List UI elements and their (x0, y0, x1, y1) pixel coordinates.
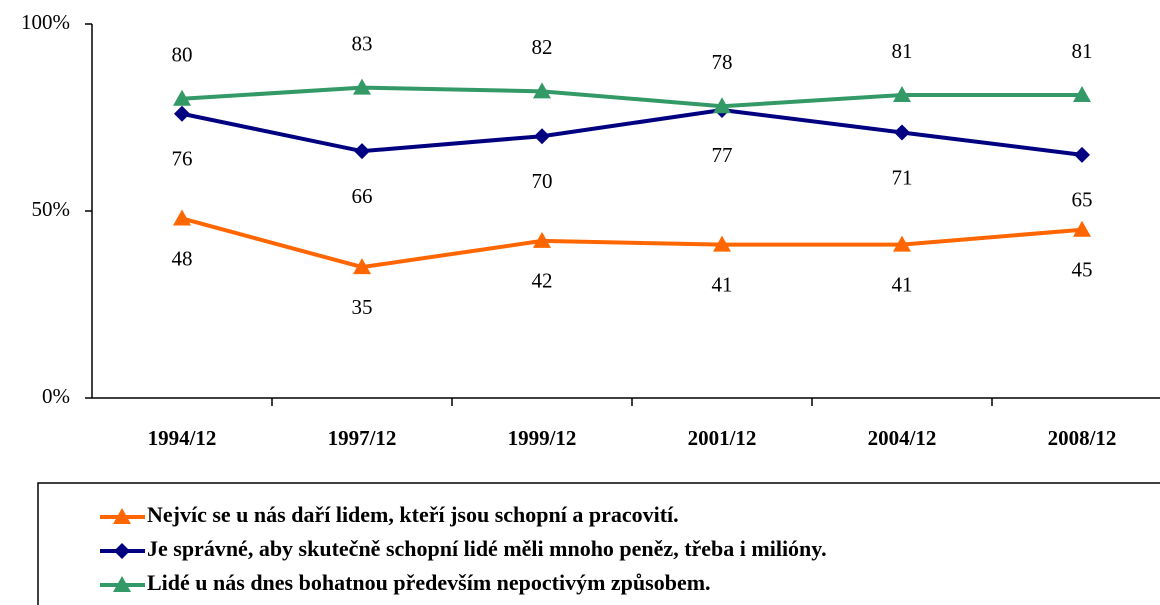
legend-marker (113, 508, 131, 524)
point-marker (173, 209, 191, 226)
point-marker (533, 231, 551, 248)
data-label: 41 (892, 272, 913, 296)
point-marker (1074, 146, 1090, 163)
x-tick-label: 2008/12 (1048, 426, 1117, 450)
data-label: 70 (532, 169, 553, 193)
series-line (181, 108, 1083, 157)
point-marker (353, 258, 371, 275)
point-marker (893, 86, 911, 103)
data-label: 71 (892, 165, 913, 189)
y-tick-label: 100% (21, 10, 70, 34)
x-tick-label: 1999/12 (508, 426, 577, 450)
legend-label: Je správné, aby skutečně schopní lidé mě… (147, 536, 827, 561)
data-label: 42 (532, 269, 553, 293)
point-marker (1073, 86, 1091, 103)
x-tick-label: 1994/12 (148, 426, 217, 450)
series-line (181, 216, 1083, 270)
point-marker (534, 128, 550, 145)
point-marker (894, 124, 910, 141)
x-tick-label: 2004/12 (868, 426, 937, 450)
data-label: 83 (352, 31, 373, 55)
y-tick-label: 50% (32, 197, 71, 221)
y-tick-label: 0% (42, 384, 70, 408)
data-label: 41 (712, 272, 733, 296)
point-marker (713, 235, 731, 252)
x-tick-label: 2001/12 (688, 426, 757, 450)
point-marker (533, 82, 551, 99)
legend-marker (114, 543, 130, 559)
x-tick-label: 1997/12 (328, 426, 397, 450)
data-label: 35 (352, 295, 373, 319)
point-marker (353, 78, 371, 95)
data-label: 78 (712, 50, 733, 74)
point-marker (173, 89, 191, 106)
legend-label: Lidé u nás dnes bohatnou především nepoc… (147, 570, 711, 595)
point-marker (1073, 220, 1091, 237)
data-label: 65 (1072, 188, 1093, 212)
data-label: 77 (712, 143, 733, 167)
point-marker (354, 143, 370, 160)
series-line (181, 85, 1082, 109)
data-label: 66 (352, 184, 373, 208)
legend-marker (113, 576, 131, 592)
data-label: 81 (892, 39, 913, 63)
point-marker (174, 105, 190, 122)
data-label: 82 (532, 35, 553, 59)
legend-box (37, 482, 1160, 605)
point-marker (893, 235, 911, 252)
point-marker (713, 97, 731, 114)
data-label: 81 (1072, 39, 1093, 63)
data-label: 48 (172, 246, 193, 270)
legend-label: Nejvíc se u nás daří lidem, kteří jsou s… (147, 502, 679, 527)
data-label: 45 (1072, 258, 1093, 282)
data-label: 80 (172, 43, 193, 67)
data-label: 76 (172, 147, 193, 171)
